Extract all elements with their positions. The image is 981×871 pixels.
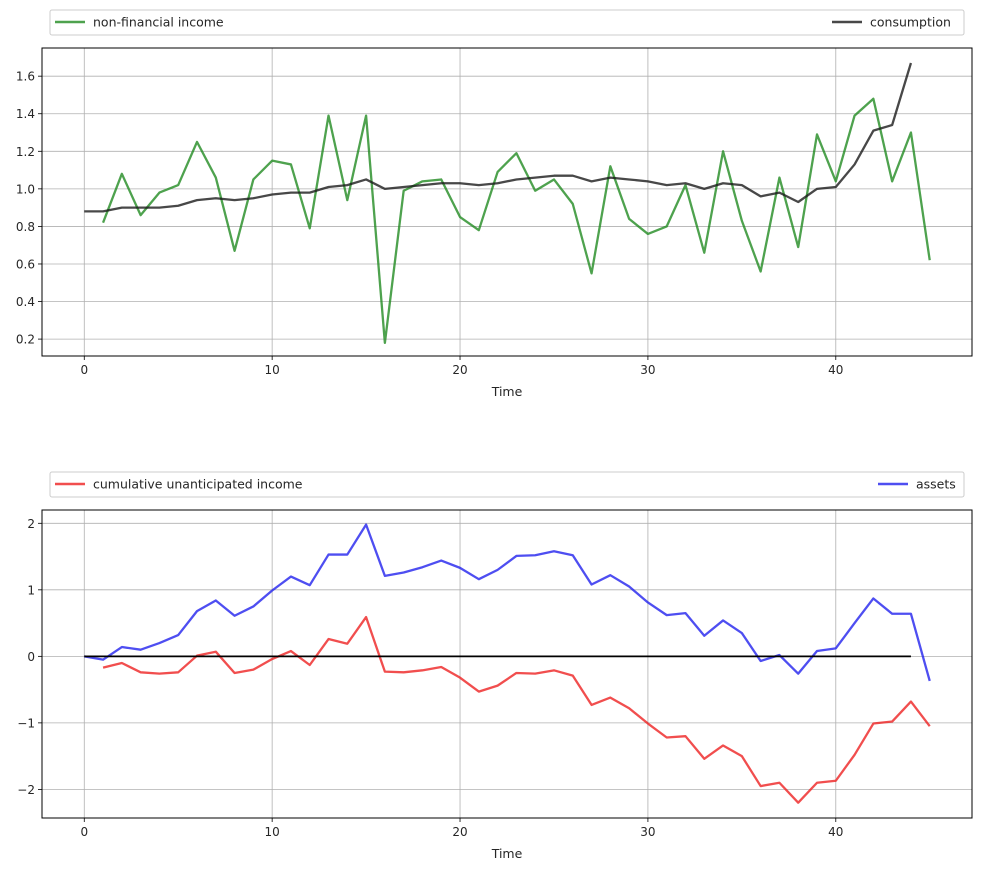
y-tick-label: 0.4 xyxy=(16,295,35,309)
legend-label-cumulative-unanticipated-income: cumulative unanticipated income xyxy=(93,477,303,492)
y-tick-label: 1.6 xyxy=(16,70,35,84)
y-tick-label: 0.6 xyxy=(16,257,35,271)
axes-frame xyxy=(41,509,973,819)
y-tick-label: 1.4 xyxy=(16,107,35,121)
legend-label-assets: assets xyxy=(916,477,956,492)
series-line-non-financial-income xyxy=(101,97,931,345)
series-line-consumption xyxy=(84,62,913,213)
x-tick-label: 10 xyxy=(265,363,280,377)
axes-frame xyxy=(41,47,973,357)
x-tick-label: 0 xyxy=(80,825,88,839)
series-lines xyxy=(84,62,931,345)
legend-top: non-financial income consumption xyxy=(49,9,965,36)
income-consumption-plot: non-financial income consumption 0 10 20 30… xyxy=(16,9,973,399)
x-tick-label: 20 xyxy=(452,363,467,377)
y-tick-label: 0.8 xyxy=(16,220,35,234)
series-lines xyxy=(84,523,931,804)
grid-lines xyxy=(42,510,972,818)
y-tick-label: −1 xyxy=(17,716,35,730)
series-line-cumulative-unanticipated-income xyxy=(102,615,931,804)
y-tick-label: 0 xyxy=(27,650,35,664)
legend-box xyxy=(49,9,965,36)
y-tick-label: −2 xyxy=(17,783,35,797)
legend-label-non-financial-income: non-financial income xyxy=(93,15,224,30)
x-tick-label: 30 xyxy=(640,363,655,377)
x-tick-label: 40 xyxy=(828,825,843,839)
series-line-assets xyxy=(84,523,931,682)
tick-labels: 0 10 20 30 40 −2 −1 0 1 2 xyxy=(17,517,843,839)
x-tick-label: 0 xyxy=(80,363,88,377)
y-tick-label: 1.2 xyxy=(16,145,35,159)
legend-label-consumption: consumption xyxy=(870,15,951,30)
y-tick-label: 0.2 xyxy=(16,333,35,347)
x-tick-label: 20 xyxy=(452,825,467,839)
x-tick-label: 30 xyxy=(640,825,655,839)
x-axis-label: Time xyxy=(491,384,523,399)
x-axis-label: Time xyxy=(491,846,523,861)
y-tick-label: 1 xyxy=(27,583,35,597)
legend-bottom: cumulative unanticipated income assets xyxy=(49,471,965,498)
y-tick-label: 2 xyxy=(27,517,35,531)
x-tick-label: 10 xyxy=(265,825,280,839)
legend-box xyxy=(49,471,965,498)
y-tick-label: 1.0 xyxy=(16,182,35,196)
income-assets-plot: cumulative unanticipated income assets 0… xyxy=(17,471,973,861)
x-tick-label: 40 xyxy=(828,363,843,377)
tick-labels: 0 10 20 30 40 0.2 0.4 0.6 0.8 1.0 1.2 1.4 1.6 xyxy=(16,70,844,377)
